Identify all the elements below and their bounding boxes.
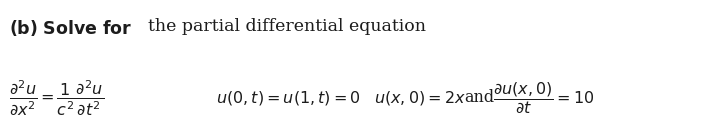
Text: $u(0,t) = u(1,t) = 0$: $u(0,t) = u(1,t) = 0$ [216,89,361,107]
Text: $u(x,0) = 2x$: $u(x,0) = 2x$ [374,89,467,107]
Text: $\dfrac{\partial^2 u}{\partial x^2} = \dfrac{1}{c^2}\dfrac{\partial^2 u}{\partia: $\dfrac{\partial^2 u}{\partial x^2} = \d… [9,79,104,117]
Text: $\dfrac{\partial u(x,0)}{\partial t} = 10$: $\dfrac{\partial u(x,0)}{\partial t} = 1… [493,80,595,116]
Text: and: and [464,89,495,107]
Text: the partial differential equation: the partial differential equation [148,18,426,35]
Text: $\bf{(b)\ Solve\ for}$: $\bf{(b)\ Solve\ for}$ [9,18,132,38]
